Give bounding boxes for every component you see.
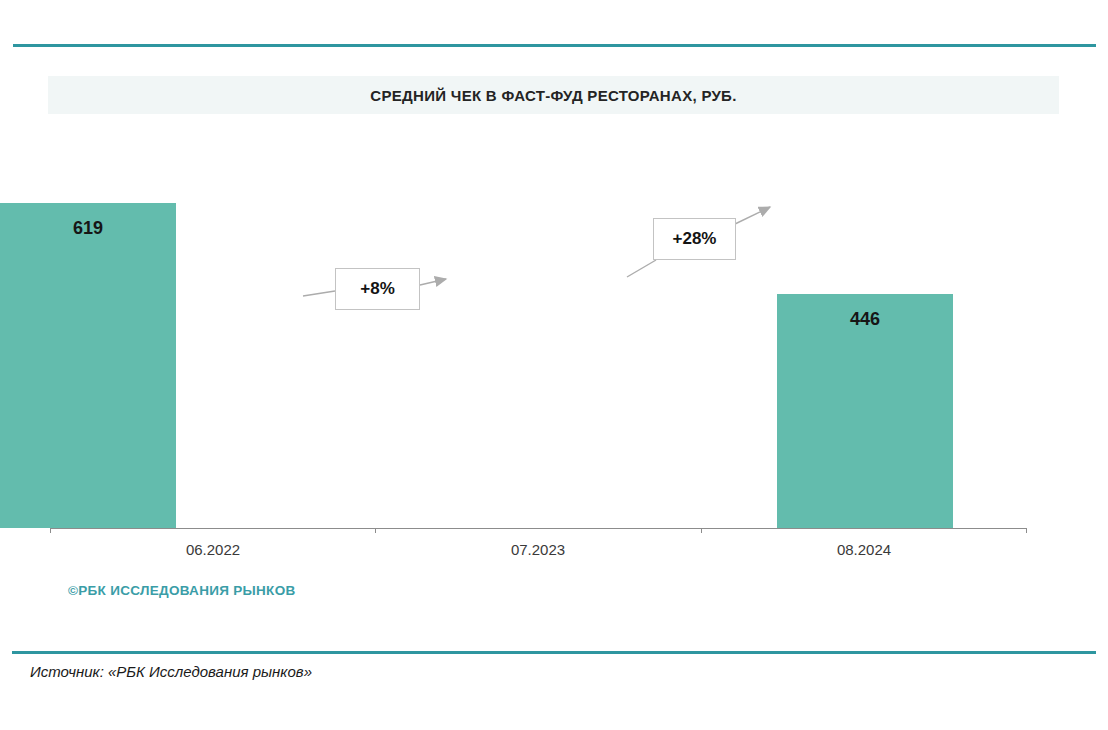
source-note: Источник: «РБК Исследования рынков» bbox=[30, 663, 312, 680]
x-axis-line bbox=[50, 528, 1027, 529]
x-tick-label-06-2022: 06.2022 bbox=[50, 541, 376, 558]
change-callout-plus8: +8% bbox=[335, 268, 420, 310]
x-tick-label-08-2024: 08.2024 bbox=[701, 541, 1027, 558]
bottom-accent-rule bbox=[12, 651, 1096, 654]
chart-canvas: СРЕДНИЙ ЧЕК В ФАСТ-ФУД РЕСТОРАНАХ, РУБ. … bbox=[0, 0, 1108, 730]
chart-title: СРЕДНИЙ ЧЕК В ФАСТ-ФУД РЕСТОРАНАХ, РУБ. bbox=[370, 87, 736, 104]
rbc-watermark: ©РБК ИССЛЕДОВАНИЯ РЫНКОВ bbox=[68, 583, 296, 598]
change-callout-label: +8% bbox=[360, 279, 395, 299]
axis-tick bbox=[50, 528, 51, 533]
change-callout-label: +28% bbox=[673, 229, 717, 249]
bar-08-2024: 619 bbox=[0, 203, 176, 528]
x-tick-label-07-2023: 07.2023 bbox=[375, 541, 701, 558]
axis-tick bbox=[701, 528, 702, 533]
bar-06-2022: 446 bbox=[777, 294, 953, 528]
title-band: СРЕДНИЙ ЧЕК В ФАСТ-ФУД РЕСТОРАНАХ, РУБ. bbox=[48, 76, 1059, 114]
top-accent-rule bbox=[13, 44, 1096, 47]
bar-value-label: 619 bbox=[0, 218, 176, 239]
axis-tick bbox=[375, 528, 376, 533]
change-callout-plus28: +28% bbox=[653, 218, 736, 260]
axis-tick bbox=[1026, 528, 1027, 533]
bar-value-label: 446 bbox=[777, 309, 953, 330]
